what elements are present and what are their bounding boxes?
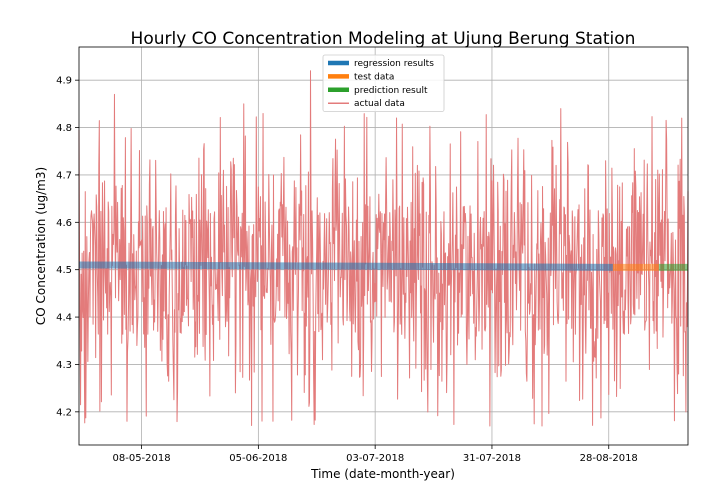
- regression-results-line: [78, 261, 613, 271]
- legend-box: [322, 54, 445, 112]
- actual-data-series: [78, 70, 689, 427]
- legend-label-actual-data: actual data: [354, 99, 405, 109]
- plot-frame: [78, 46, 689, 446]
- y-tick-label: 4.7: [56, 170, 72, 181]
- x-tick-label: 08-05-2018: [113, 453, 171, 464]
- y-tick-label: 4.9: [56, 76, 72, 87]
- y-tick-label: 4.2: [56, 407, 72, 418]
- x-tick-label: 03-07-2018: [346, 453, 404, 464]
- x-tick-label: 28-08-2018: [580, 453, 638, 464]
- legend-label-regression-results: regression results: [354, 59, 434, 69]
- x-tick-label: 05-06-2018: [229, 453, 287, 464]
- model-series: [78, 261, 688, 271]
- y-tick-label: 4.8: [56, 123, 72, 134]
- y-tick-label: 4.3: [56, 360, 72, 371]
- y-axis-label: CO Concentration (ug/m3): [34, 167, 48, 325]
- chart-title: Hourly CO Concentration Modeling at Ujun…: [131, 29, 636, 49]
- actual-data-line: [78, 70, 689, 427]
- y-tick-label: 4.5: [56, 265, 72, 276]
- y-tick-label: 4.6: [56, 218, 72, 229]
- x-tick-label: 31-07-2018: [463, 453, 521, 464]
- y-tick-label: 4.4: [56, 313, 72, 324]
- legend: regression results test data prediction re…: [322, 54, 445, 112]
- x-axis-label: Time (date-month-year): [310, 467, 455, 481]
- axis-ticks: 4.2 4.3 4.4 4.5 4.6 4.7 4.8 4.9 08-05-2018 05-06-…: [56, 76, 638, 464]
- legend-label-test-data: test data: [354, 72, 394, 82]
- legend-label-prediction-result: prediction result: [354, 86, 428, 96]
